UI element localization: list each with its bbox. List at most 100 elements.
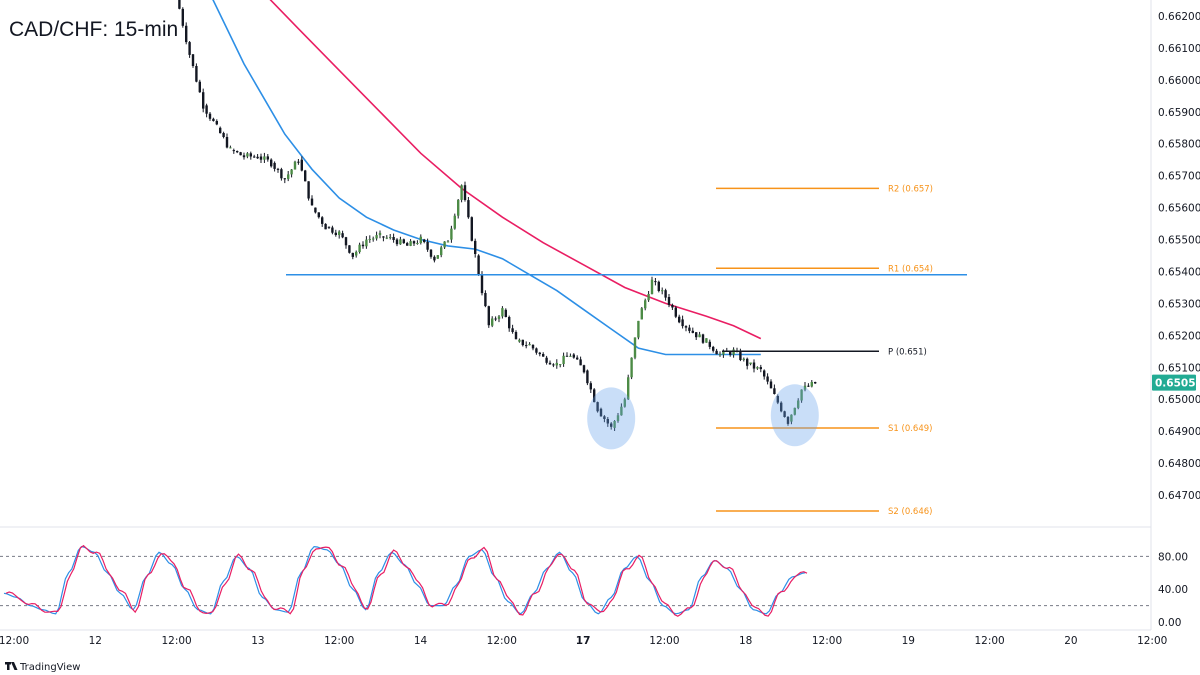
candle-body xyxy=(375,235,378,239)
candle-body xyxy=(718,354,722,356)
time-tick-label: 12:00 xyxy=(974,635,1004,647)
candle-body xyxy=(773,388,776,394)
candle-body xyxy=(382,236,385,238)
oscillator-k-line xyxy=(3,545,806,615)
candle-body xyxy=(729,351,732,355)
candle-body xyxy=(372,238,375,240)
candle-body xyxy=(416,243,419,244)
candle-body xyxy=(494,318,497,320)
oscillator-d-line xyxy=(5,544,808,617)
candle-body xyxy=(270,159,273,167)
candle-body xyxy=(467,200,470,218)
time-tick-label: 12:00 xyxy=(1137,635,1167,647)
candle-body xyxy=(674,307,677,317)
candle-body xyxy=(807,385,810,387)
pivot-label-r2: R2 (0.657) xyxy=(888,184,933,194)
candle-body xyxy=(661,290,664,292)
candle-body xyxy=(409,241,412,246)
pivot-levels: R2 (0.657) R1 (0.654) P (0.651) S1 (0.649) S… xyxy=(286,184,967,517)
candle-body xyxy=(732,349,735,355)
candle-body xyxy=(599,408,603,417)
candle-body xyxy=(657,281,660,291)
candle-body xyxy=(205,105,208,114)
candle-body xyxy=(715,350,718,355)
price-tick-label: 0.66100 xyxy=(1158,43,1200,55)
price-tick-label: 0.64800 xyxy=(1158,458,1200,470)
candle-body xyxy=(423,239,426,242)
time-tick-label: 19 xyxy=(902,635,915,647)
candle-body xyxy=(368,239,371,240)
candle-body xyxy=(542,354,545,357)
candle-body xyxy=(593,389,596,403)
candle-body xyxy=(610,423,613,427)
candle-body xyxy=(521,339,524,346)
pivot-label-p: P (0.651) xyxy=(888,347,927,357)
candle-body xyxy=(596,402,599,412)
highlight-circles xyxy=(587,384,819,450)
candle-body xyxy=(790,414,793,422)
price-tick-label: 0.65100 xyxy=(1158,362,1200,374)
candle-body xyxy=(276,168,280,170)
candle-body xyxy=(450,228,453,240)
candle-body xyxy=(229,147,232,149)
time-tick-label: 12:00 xyxy=(161,635,191,647)
candle-body xyxy=(667,297,671,305)
candle-body xyxy=(633,337,637,358)
candle-body xyxy=(589,383,592,390)
candle-body xyxy=(681,319,684,327)
time-tick-label: 14 xyxy=(414,635,428,647)
candle-body xyxy=(528,344,531,346)
candle-body xyxy=(552,364,555,366)
candle-body xyxy=(695,332,698,338)
candle-body xyxy=(814,382,817,384)
time-tick-label: 12:00 xyxy=(812,635,842,647)
candle-body xyxy=(406,243,409,246)
candle-body xyxy=(429,249,433,257)
candle-body xyxy=(253,156,256,158)
candle-body xyxy=(232,150,235,152)
candle-body xyxy=(480,274,484,294)
candle-body xyxy=(310,198,314,206)
candle-body xyxy=(783,411,786,417)
candle-body xyxy=(582,365,586,373)
candle-body xyxy=(324,223,327,230)
candle-body xyxy=(650,279,654,295)
candle-body xyxy=(185,25,188,43)
time-tick-label: 18 xyxy=(739,635,752,647)
price-tick-label: 0.66000 xyxy=(1158,75,1200,87)
candle-body xyxy=(225,137,229,148)
candle-body xyxy=(385,237,388,239)
price-tick-label: 0.65500 xyxy=(1158,235,1200,247)
candle-body xyxy=(484,293,487,307)
candle-body xyxy=(300,159,303,171)
candle-body xyxy=(470,217,473,241)
candle-body xyxy=(497,316,501,319)
candle-body xyxy=(443,241,446,248)
candle-body xyxy=(739,351,742,360)
candle-body xyxy=(273,162,276,169)
candle-body xyxy=(361,244,365,247)
candle-body xyxy=(797,400,800,408)
candle-body xyxy=(678,316,681,323)
candle-body xyxy=(463,185,467,200)
candle-body xyxy=(191,54,195,66)
candle-body xyxy=(290,169,293,175)
candle-body xyxy=(531,344,535,349)
candle-body xyxy=(511,328,514,332)
candle-body xyxy=(776,396,779,403)
tradingview-brand-text: TradingView xyxy=(19,662,80,673)
candle-body xyxy=(198,81,201,93)
oscillator-tick-label: 0.00 xyxy=(1158,617,1181,629)
candle-body xyxy=(304,170,307,182)
candle-body xyxy=(684,326,688,328)
price-tick-label: 0.64700 xyxy=(1158,490,1200,502)
candle-body xyxy=(586,370,589,384)
candle-body xyxy=(518,339,521,342)
candle-body xyxy=(457,199,460,216)
highlight-circle xyxy=(770,384,819,447)
price-tick-label: 0.65600 xyxy=(1158,203,1200,215)
candle-body xyxy=(742,358,745,360)
candle-body xyxy=(426,242,429,250)
time-tick-label: 12:00 xyxy=(649,635,679,647)
